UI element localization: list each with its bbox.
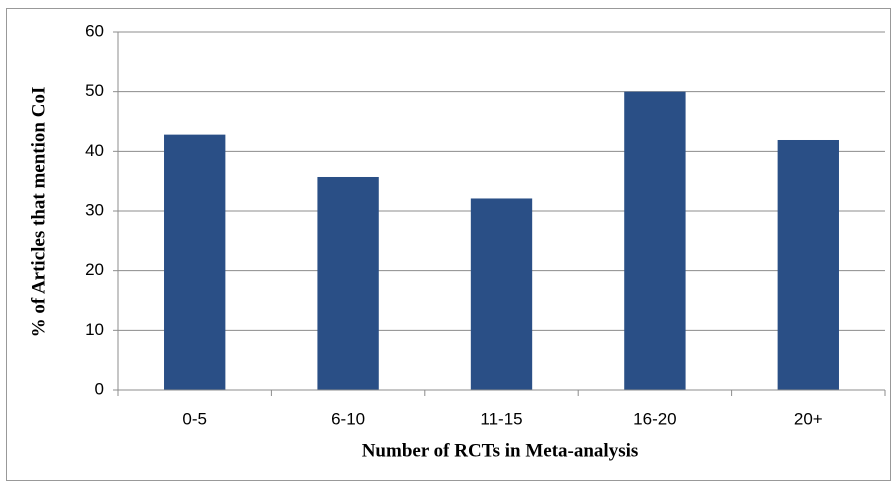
bar (470, 198, 533, 390)
chart-border (6, 8, 891, 481)
x-tick-label: 20+ (794, 409, 823, 428)
bar (777, 139, 839, 390)
y-tick-label: 60 (85, 21, 104, 40)
y-tick-label: 50 (85, 81, 104, 100)
y-tick-label: 0 (95, 379, 104, 398)
bar (164, 134, 226, 390)
y-tick-label: 40 (85, 141, 104, 160)
bar (317, 176, 379, 390)
y-tick-label: 30 (85, 200, 104, 219)
x-tick-label: 11-15 (480, 409, 522, 428)
x-axis-title: Number of RCTs in Meta-analysis (362, 440, 639, 461)
bar (624, 91, 686, 391)
y-tick-label: 20 (85, 260, 104, 279)
x-tick-label: 0-5 (182, 409, 207, 428)
x-tick-label: 16-20 (633, 409, 676, 428)
y-tick-label: 10 (85, 320, 104, 339)
y-axis-title: % of Articles that mention CoI (28, 87, 49, 338)
x-tick-label: 6-10 (331, 409, 365, 428)
